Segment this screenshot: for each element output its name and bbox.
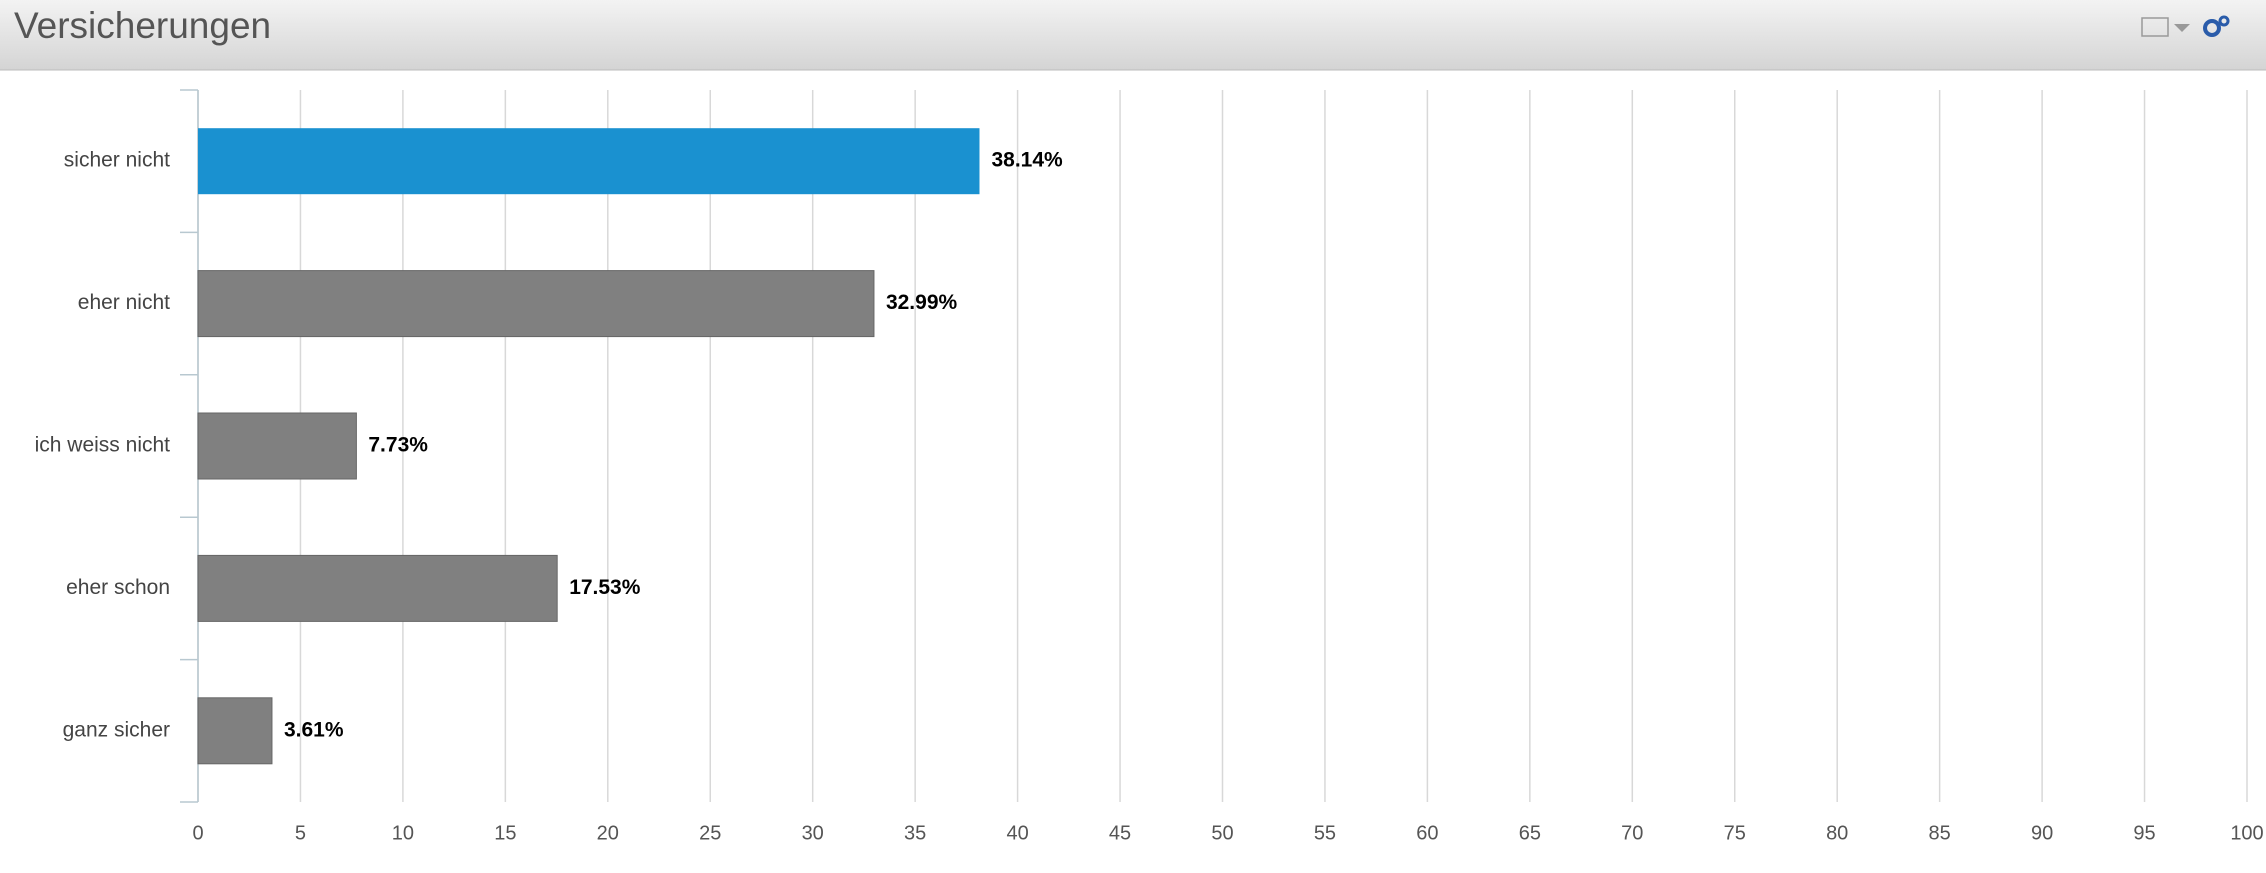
y-tick-label: eher nicht <box>78 291 170 314</box>
chart-title: Versicherungen <box>14 5 271 46</box>
chart-type-button[interactable] <box>2141 17 2190 37</box>
bar <box>198 128 980 195</box>
x-tick-label: 30 <box>802 822 824 844</box>
bar <box>197 554 558 622</box>
x-tick-label: 75 <box>1724 822 1746 844</box>
settings-button[interactable] <box>2203 15 2230 37</box>
data-label: 32.99% <box>886 291 958 314</box>
x-tick-label: 25 <box>699 822 721 844</box>
data-label: 7.73% <box>368 434 428 457</box>
gear-icon <box>2218 15 2230 27</box>
x-tick-label: 70 <box>1621 822 1643 844</box>
gear-icon <box>2203 19 2221 37</box>
x-tick-label: 80 <box>1826 822 1848 844</box>
x-tick-label: 55 <box>1314 822 1336 844</box>
x-tick-label: 50 <box>1211 822 1233 844</box>
data-label: 17.53% <box>569 576 641 599</box>
x-tick-label: 5 <box>295 822 306 844</box>
y-tick-label: ich weiss nicht <box>35 434 171 457</box>
x-tick-label: 95 <box>2133 822 2155 844</box>
data-label: 3.61% <box>284 718 344 741</box>
x-tick-label: 15 <box>494 822 516 844</box>
x-tick-label: 0 <box>192 822 203 844</box>
x-tick-label: 10 <box>392 822 414 844</box>
x-tick-label: 60 <box>1416 822 1438 844</box>
x-tick-label: 85 <box>1929 822 1951 844</box>
x-tick-label: 90 <box>2031 822 2053 844</box>
x-tick-label: 40 <box>1006 822 1028 844</box>
chart-icon <box>2141 17 2169 37</box>
bar <box>197 270 875 338</box>
x-tick-label: 20 <box>597 822 619 844</box>
x-tick-label: 100 <box>2230 822 2263 844</box>
x-tick-label: 35 <box>904 822 926 844</box>
dropdown-arrow <box>2174 24 2190 32</box>
y-tick-label: sicher nicht <box>64 149 170 172</box>
x-tick-label: 45 <box>1109 822 1131 844</box>
y-tick-label: ganz sicher <box>63 718 170 741</box>
header-bar <box>0 0 2266 70</box>
y-tick-label: eher schon <box>66 576 170 599</box>
bar <box>197 697 273 765</box>
data-label: 38.14% <box>991 149 1063 172</box>
bar <box>197 412 357 480</box>
x-tick-label: 65 <box>1519 822 1541 844</box>
